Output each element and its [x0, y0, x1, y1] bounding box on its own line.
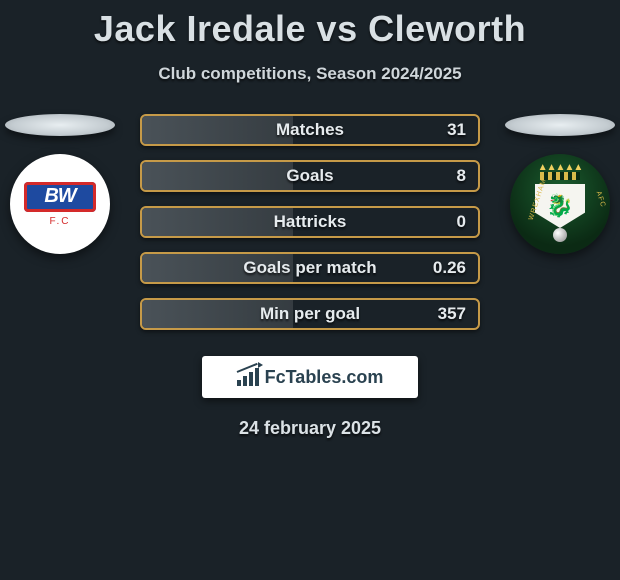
stat-value: 31 — [447, 120, 466, 140]
crest-text-right: AFC — [595, 190, 607, 208]
right-pedestal — [505, 114, 615, 136]
left-club-initials: BW — [24, 182, 96, 212]
brand-badge: FcTables.com — [202, 356, 418, 398]
stat-value: 357 — [438, 304, 466, 324]
dragon-icon: 🐉 — [546, 195, 573, 217]
stat-value: 8 — [457, 166, 466, 186]
left-club-sub: F.C — [50, 216, 71, 227]
stat-label: Goals per match — [142, 258, 478, 278]
stat-bar-goals-per-match: Goals per match 0.26 — [140, 252, 480, 284]
stat-label: Min per goal — [142, 304, 478, 324]
subtitle: Club competitions, Season 2024/2025 — [0, 64, 620, 84]
ball-icon — [553, 228, 567, 242]
stat-value: 0.26 — [433, 258, 466, 278]
stat-bars: Matches 31 Goals 8 Hattricks 0 Goals per… — [140, 114, 480, 330]
page-title: Jack Iredale vs Cleworth — [0, 0, 620, 50]
right-side: ▲▲▲▲▲ 🐉 WREXHAM AFC — [500, 114, 620, 254]
right-club-crest: ▲▲▲▲▲ 🐉 WREXHAM AFC — [510, 154, 610, 254]
date-text: 24 february 2025 — [0, 418, 620, 439]
stat-value: 0 — [457, 212, 466, 232]
stat-bar-matches: Matches 31 — [140, 114, 480, 146]
stat-bar-min-per-goal: Min per goal 357 — [140, 298, 480, 330]
stat-bar-goals: Goals 8 — [140, 160, 480, 192]
comparison-content: BW F.C ▲▲▲▲▲ 🐉 WREXHAM AFC Matches 31 Go… — [0, 114, 620, 439]
stat-bar-hattricks: Hattricks 0 — [140, 206, 480, 238]
left-side: BW F.C — [0, 114, 120, 254]
left-pedestal — [5, 114, 115, 136]
stat-label: Goals — [142, 166, 478, 186]
stat-label: Hattricks — [142, 212, 478, 232]
bar-chart-icon — [237, 368, 259, 386]
brand-text: FcTables.com — [265, 367, 384, 388]
arrow-icon — [237, 365, 261, 375]
left-club-crest: BW F.C — [10, 154, 110, 254]
stat-label: Matches — [142, 120, 478, 140]
